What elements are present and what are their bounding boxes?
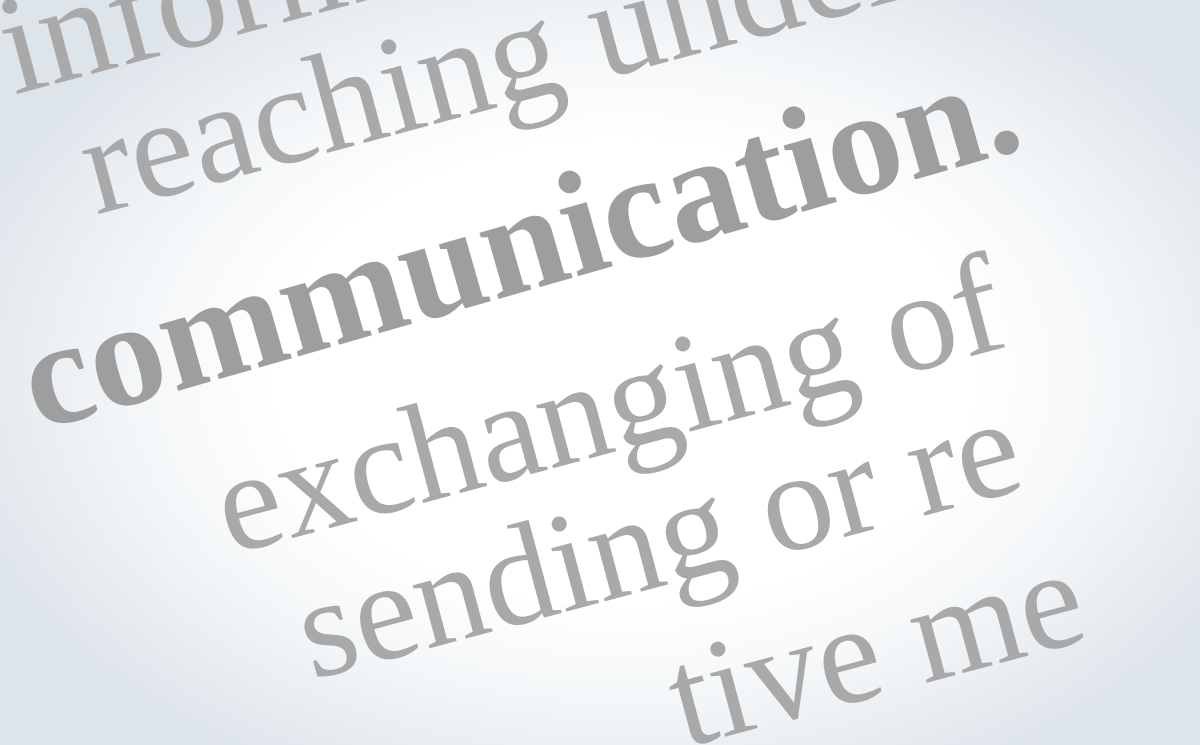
dictionary-text: informati reaching unders communication.… (0, 0, 1100, 745)
photo-background: informati reaching unders communication.… (0, 0, 1200, 745)
